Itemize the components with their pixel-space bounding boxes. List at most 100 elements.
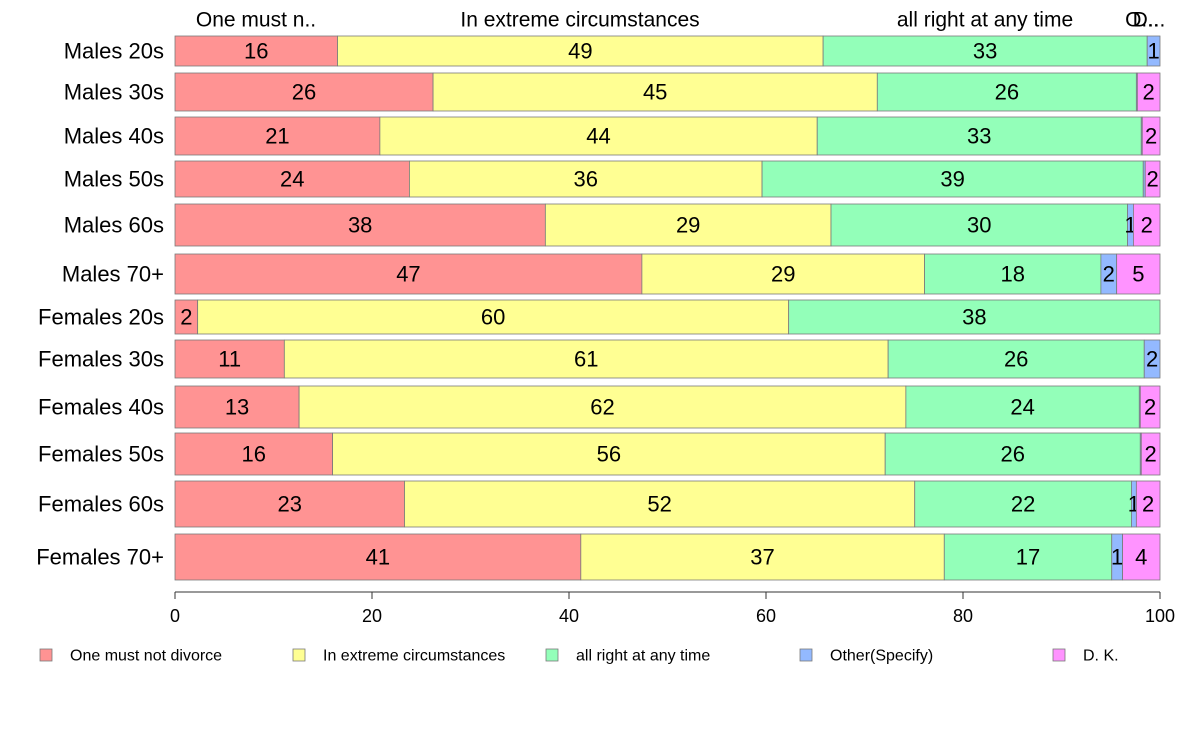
category-label: Females 50s xyxy=(38,442,164,467)
category-label: Males 60s xyxy=(64,213,164,238)
data-label: 38 xyxy=(962,305,986,330)
category-label: Females 20s xyxy=(38,305,164,330)
bar-segment xyxy=(1141,116,1161,156)
category-labels: Males 20s Males 30s Males 40s Males 50s Male… xyxy=(36,39,164,570)
data-label: 26 xyxy=(1001,442,1025,467)
category-label: Females 60s xyxy=(38,492,164,517)
bar-segment xyxy=(174,72,434,112)
data-label: 2 xyxy=(1145,124,1157,149)
data-label: 21 xyxy=(265,124,289,149)
x-tick-label: 40 xyxy=(559,606,579,626)
bar-segment xyxy=(943,533,1113,581)
bar-segment xyxy=(174,203,546,247)
data-label: 4 xyxy=(1135,545,1147,570)
x-tick-label: 80 xyxy=(953,606,973,626)
series-top-label: all right at any time xyxy=(897,9,1073,32)
data-label: 39 xyxy=(940,167,964,192)
bar-segment xyxy=(641,253,925,295)
top-series-labels: One must n.. In extreme circumstances all … xyxy=(196,9,1165,32)
bar-segment xyxy=(876,72,1137,112)
bar-row: 47 29 18 2 5 xyxy=(174,253,1161,295)
bar-segment xyxy=(432,72,878,112)
legend-label: One must not divorce xyxy=(70,648,222,665)
data-label: 60 xyxy=(481,305,505,330)
bar-row: 16 56 26 2 xyxy=(174,432,1161,476)
category-label: Males 40s xyxy=(64,124,164,149)
data-label: 41 xyxy=(366,545,390,570)
data-label: 29 xyxy=(771,262,795,287)
data-label: 62 xyxy=(590,395,614,420)
legend-label: Other(Specify) xyxy=(830,648,933,665)
bar-segment xyxy=(1122,533,1161,581)
bar-row: 38 29 30 1 2 xyxy=(174,203,1161,247)
bar-segment xyxy=(1143,339,1161,379)
category-label: Males 70+ xyxy=(62,262,164,287)
category-label: Males 50s xyxy=(64,167,164,192)
bar-segment xyxy=(337,35,824,67)
data-label: 2 xyxy=(1143,80,1155,105)
bar-segment xyxy=(830,203,1128,247)
bar-segment xyxy=(1136,72,1161,112)
bar-segment xyxy=(914,480,1132,528)
series-top-label: In extreme circumstances xyxy=(460,9,699,32)
legend-swatch xyxy=(799,648,813,662)
bar-segment xyxy=(816,116,1142,156)
bar-row: 2 60 38 xyxy=(174,299,1161,335)
data-label: 33 xyxy=(973,39,997,64)
data-label: 1 xyxy=(1147,39,1159,64)
bar-segment xyxy=(580,533,945,581)
bar-segment xyxy=(1135,480,1161,528)
bar-row: 26 45 26 2 xyxy=(174,72,1161,112)
data-label: 45 xyxy=(643,80,667,105)
bar-segment xyxy=(174,480,405,528)
data-label: 38 xyxy=(348,213,372,238)
bar-segment xyxy=(1146,35,1161,67)
bar-segment xyxy=(1133,203,1161,247)
data-label: 2 xyxy=(180,305,192,330)
data-label: 2 xyxy=(1144,395,1156,420)
data-label: 24 xyxy=(1010,395,1034,420)
data-label: 33 xyxy=(967,124,991,149)
bar-segment xyxy=(788,299,1161,335)
bar-segment xyxy=(1116,253,1161,295)
bar-segment xyxy=(544,203,832,247)
data-label: 24 xyxy=(280,167,304,192)
bar-segment xyxy=(409,160,763,198)
legend-item: Other(Specify) xyxy=(799,648,933,665)
bar-segment xyxy=(761,160,1144,198)
legend-swatch xyxy=(1052,648,1066,662)
data-label: 37 xyxy=(750,545,774,570)
x-axis: 0 20 40 60 80 100 xyxy=(170,591,1175,626)
data-label: 13 xyxy=(225,395,249,420)
data-label: 26 xyxy=(292,80,316,105)
bar-segment xyxy=(197,299,790,335)
bar-segment xyxy=(404,480,916,528)
data-label: 2 xyxy=(1146,167,1158,192)
data-label: 52 xyxy=(647,492,671,517)
data-label: 26 xyxy=(1004,347,1028,372)
bar-segment xyxy=(283,339,889,379)
bar-segment xyxy=(887,339,1145,379)
data-label: 23 xyxy=(278,492,302,517)
legend-item: all right at any time xyxy=(545,648,710,665)
x-tick-label: 100 xyxy=(1145,606,1175,626)
data-label: 17 xyxy=(1016,545,1040,570)
bar-segment xyxy=(332,432,886,476)
data-label: 56 xyxy=(597,442,621,467)
legend-swatch xyxy=(545,648,559,662)
bar-row: 13 62 24 2 xyxy=(174,385,1161,429)
data-label: 11 xyxy=(218,347,241,372)
legend-swatch xyxy=(292,648,306,662)
bar-row: 41 37 17 1 4 xyxy=(174,533,1161,581)
bar-segment xyxy=(174,160,410,198)
data-label: 44 xyxy=(586,124,610,149)
bar-segment xyxy=(905,385,1140,429)
legend-swatch xyxy=(39,648,53,662)
bar-segment xyxy=(174,432,334,476)
data-label: 2 xyxy=(1142,492,1154,517)
data-label: 16 xyxy=(242,442,266,467)
legend-label: D. K. xyxy=(1083,648,1119,665)
category-label: Females 40s xyxy=(38,395,164,420)
category-label: Females 30s xyxy=(38,347,164,372)
